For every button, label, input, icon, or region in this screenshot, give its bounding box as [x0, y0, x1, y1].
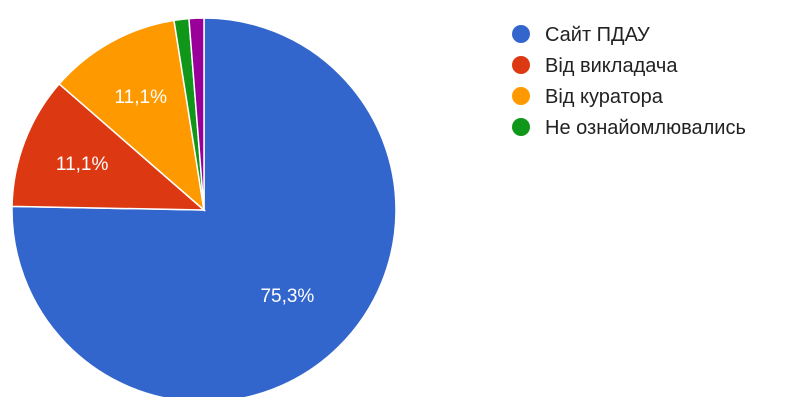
legend-label-3: Не ознайомлювались	[545, 117, 746, 139]
pie-slice-2	[58, 19, 206, 212]
pie-slice-labels: 75,3% 11,1% 11,1%	[56, 87, 314, 307]
slice-label-1: 11,1%	[56, 154, 109, 175]
slice-label-0: 75,3%	[260, 286, 314, 307]
legend-swatch-1	[512, 56, 530, 74]
pie-slice-1	[11, 82, 207, 211]
legend-swatch-2	[512, 87, 530, 105]
pie-slice-4	[188, 17, 205, 211]
legend-label-2: Від куратора	[545, 86, 664, 108]
legend-label-1: Від викладача	[545, 55, 678, 77]
slice-label-2: 11,1%	[115, 87, 168, 108]
legend-label-0: Сайт ПДАУ	[545, 24, 650, 46]
legend-swatch-0	[512, 25, 530, 43]
legend-swatch-3	[512, 118, 530, 136]
pie-slices	[11, 17, 397, 397]
legend: Сайт ПДАУ Від викладача Від куратора Не озн…	[512, 24, 746, 139]
